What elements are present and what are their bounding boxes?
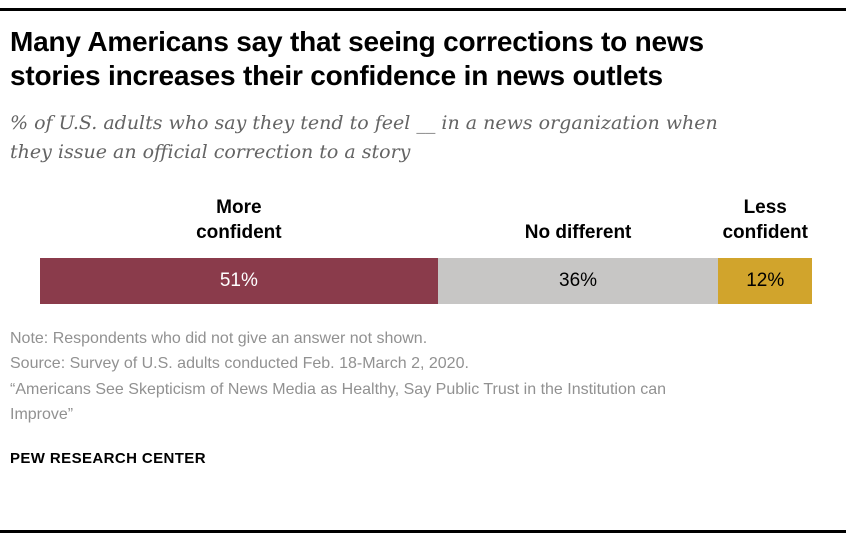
report-title-text: “Americans See Skepticism of News Media …	[10, 380, 666, 424]
stacked-bar: 51% 36% 12%	[40, 257, 813, 304]
notes-block: Note: Respondents who did not give an an…	[10, 326, 836, 428]
chart-subtitle: % of U.S. adults who say they tend to fe…	[10, 112, 718, 163]
segment-label: No different	[524, 222, 632, 243]
bar-segment: 51%	[40, 257, 438, 304]
top-divider	[0, 8, 846, 11]
segment-label: More confident	[196, 197, 282, 243]
bar-segment: 36%	[437, 257, 719, 304]
bar-segment: 12%	[718, 257, 813, 304]
note-text: Note: Respondents who did not give an an…	[10, 329, 428, 347]
stacked-bar-chart: More confident No different Less confident…	[40, 196, 813, 304]
source-text: Source: Survey of U.S. adults conducted …	[10, 355, 469, 373]
brand-footer: PEW RESEARCH CENTER	[10, 450, 206, 468]
chart-card: Many Americans say that seeing correctio…	[10, 26, 836, 468]
chart-title: Many Americans say that seeing correctio…	[10, 26, 704, 92]
segment-labels-row: More confident No different Less confident	[40, 196, 812, 245]
segment-label: Less confident	[722, 197, 808, 243]
bottom-divider	[0, 530, 846, 533]
